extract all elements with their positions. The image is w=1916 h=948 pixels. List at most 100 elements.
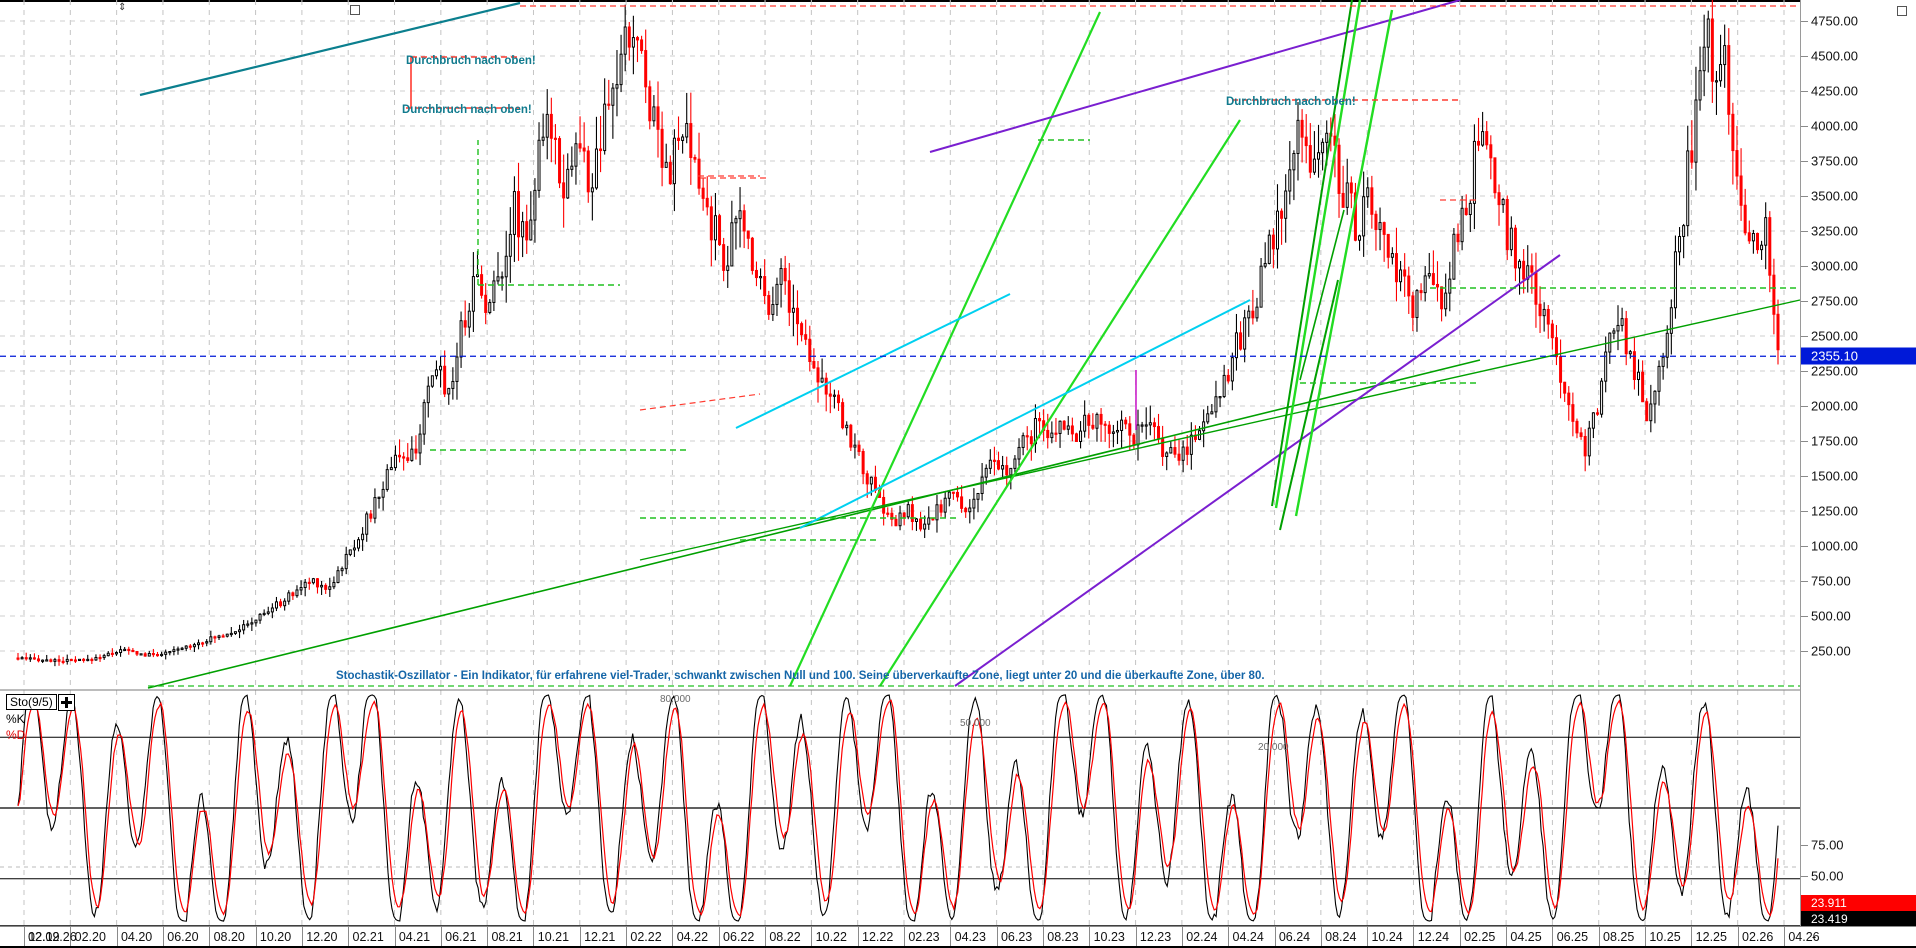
axis-collapse-icon[interactable]	[1897, 6, 1907, 16]
price-tick-label: 250.00	[1811, 643, 1851, 659]
date-axis-trailing-dash: -	[1812, 930, 1817, 944]
date-axis-separator	[1181, 927, 1183, 946]
date-axis-separator	[1459, 927, 1461, 946]
price-axis[interactable]: 4750.00 4500.00 4250.00 4000.00 3750.00 3500.…	[1800, 0, 1916, 927]
price-tick-label: 500.00	[1811, 608, 1851, 624]
level-20-label: 20.000	[1258, 742, 1289, 753]
price-tick-label: 3250.00	[1811, 223, 1858, 239]
date-axis-label: 06.25	[1556, 930, 1589, 944]
date-axis-separator	[116, 927, 118, 946]
date-axis-label: 04.25	[1510, 930, 1542, 944]
indicator-k-value: 23.419	[1801, 911, 1916, 927]
price-tick-label: 4250.00	[1811, 83, 1858, 99]
price-tick-label: 4500.00	[1811, 48, 1858, 64]
date-axis-label: 12.25	[1695, 930, 1727, 944]
date-axis-label: 02.24	[1186, 930, 1218, 944]
date-axis-label: 10.22	[815, 930, 847, 944]
price-tick-mark	[1801, 651, 1808, 652]
annotation-breakout-2[interactable]: Durchbruch nach oben!	[402, 104, 532, 116]
date-axis-separator	[857, 927, 859, 946]
indicator-d-label: %D	[6, 728, 26, 742]
drag-handle-icon[interactable]	[350, 5, 360, 15]
indicator-tick-mark-75	[1801, 845, 1808, 846]
price-tick-label: 2750.00	[1811, 293, 1858, 309]
price-tick-mark	[1801, 56, 1808, 57]
date-axis-label: 04.26	[1788, 930, 1820, 944]
annotation-breakout-1[interactable]: Durchbruch nach oben!	[406, 55, 536, 67]
date-axis-label: 08.21	[491, 930, 523, 944]
price-tick-label: 3750.00	[1811, 153, 1858, 169]
indicator-k-label: %K	[6, 712, 25, 726]
date-axis-label: 06.20	[167, 930, 199, 944]
indicator-tag[interactable]: Sto(9/5)	[6, 694, 57, 710]
date-axis-label: 04.23	[954, 930, 986, 944]
annotation-stochastic-note[interactable]: Stochastik-Oszillator - Ein Indikator, f…	[336, 670, 1265, 682]
date-axis-separator	[533, 927, 535, 946]
crosshair-handle-icon[interactable]: ⇕	[118, 2, 127, 13]
date-axis-separator	[301, 927, 303, 946]
price-tick-mark	[1801, 476, 1808, 477]
indicator-tick-mark-50	[1801, 876, 1808, 877]
date-axis-label: 12.24	[1417, 930, 1450, 944]
date-axis-separator	[348, 927, 350, 946]
annotation-breakout-3[interactable]: Durchbruch nach oben!	[1226, 96, 1356, 108]
date-axis-label: 12.19	[28, 930, 60, 944]
date-axis-separator	[70, 927, 72, 946]
date-axis-separator	[1413, 927, 1415, 946]
level-80-label: 80.000	[660, 694, 691, 705]
indicator-tick-75: 75.00	[1811, 837, 1844, 853]
date-axis[interactable]: 02.02.26 12.19 02.20 04.20 06.20 08.20 10.20 12…	[0, 926, 1916, 948]
price-tick-label: 1250.00	[1811, 503, 1858, 519]
price-tick-mark	[1801, 616, 1808, 617]
price-tick-mark	[1801, 21, 1808, 22]
price-tick-label: 3000.00	[1811, 258, 1858, 274]
date-axis-separator	[1228, 927, 1230, 946]
price-tick-label: 4750.00	[1811, 13, 1858, 29]
price-chart-canvas	[0, 0, 1801, 689]
price-tick-mark	[1801, 301, 1808, 302]
price-tick-mark	[1801, 336, 1808, 337]
price-tick-mark	[1801, 161, 1808, 162]
date-axis-label: 02.23	[908, 930, 940, 944]
date-axis-label: 04.20	[120, 930, 153, 944]
price-tick-mark	[1801, 91, 1808, 92]
plus-icon[interactable]	[58, 694, 75, 711]
price-chart-panel[interactable]	[0, 0, 1801, 689]
date-axis-label: 10.25	[1649, 930, 1681, 944]
date-axis-separator	[765, 927, 767, 946]
date-axis-label: 10.20	[259, 930, 292, 944]
date-axis-label: 02.26	[1742, 930, 1774, 944]
price-tick-label: 4000.00	[1811, 118, 1858, 134]
date-axis-separator	[394, 927, 396, 946]
date-axis-separator	[950, 927, 952, 946]
date-axis-label: 12.23	[1139, 930, 1172, 944]
date-axis-label: 02.02.26	[28, 930, 77, 944]
price-tick-mark	[1801, 266, 1808, 267]
price-tick-label: 2250.00	[1811, 363, 1858, 379]
price-tick-label: 750.00	[1811, 573, 1851, 589]
date-axis-label: 04.22	[676, 930, 709, 944]
price-tick-label: 1500.00	[1811, 468, 1858, 484]
date-axis-label: 04.21	[398, 930, 431, 944]
date-axis-separator	[1598, 927, 1600, 946]
price-tick-label: 1750.00	[1811, 433, 1858, 449]
price-tick-mark	[1801, 546, 1808, 547]
date-axis-separator	[1042, 927, 1044, 946]
date-axis-separator	[487, 927, 489, 946]
stochastic-canvas	[0, 689, 1800, 927]
date-axis-separator	[626, 927, 628, 946]
stochastic-panel[interactable]: Sto(9/5) %K %D 80.000 50.000 20.000	[0, 689, 1800, 927]
date-axis-separator	[1089, 927, 1091, 946]
indicator-d-value: 23.911	[1801, 895, 1916, 911]
price-tick-mark	[1801, 406, 1808, 407]
date-axis-label: 06.22	[723, 930, 755, 944]
date-axis-separator	[718, 927, 720, 946]
date-axis-label: 08.25	[1603, 930, 1635, 944]
price-tick-label: 1000.00	[1811, 538, 1858, 554]
date-axis-separator	[162, 927, 164, 946]
date-axis-label: 06.24	[1278, 930, 1311, 944]
date-axis-label: 02.22	[630, 930, 662, 944]
date-axis-separator	[24, 927, 25, 946]
date-axis-label: 12.21	[584, 930, 616, 944]
